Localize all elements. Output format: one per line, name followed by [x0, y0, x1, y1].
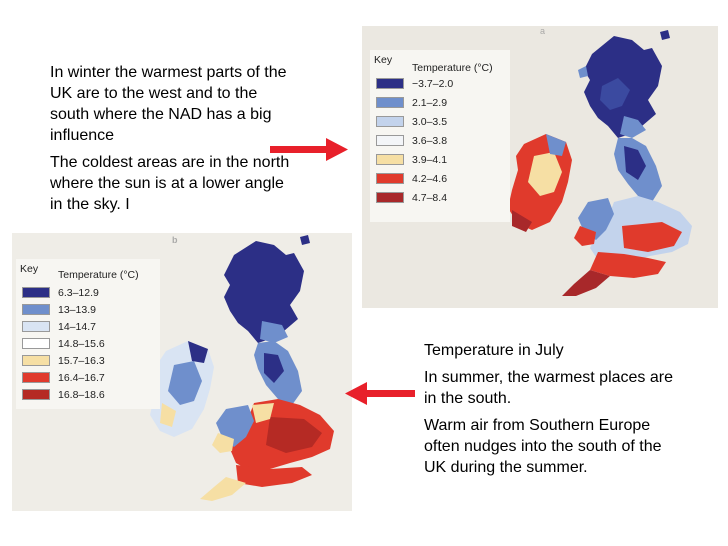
summer-legend-item: 16.4–16.7: [22, 371, 105, 384]
legend-range: 2.1–2.9: [412, 96, 448, 109]
summer-legend-title: Temperature (°C): [58, 269, 139, 281]
legend-swatch: [376, 192, 404, 203]
legend-swatch: [22, 304, 50, 315]
winter-legend-item: 3.6–3.8: [376, 134, 448, 147]
winter-key-label: Key: [374, 54, 393, 66]
legend-range: 13–13.9: [58, 303, 96, 316]
summer-legend-item: 13–13.9: [22, 303, 96, 316]
legend-swatch: [376, 173, 404, 184]
legend-swatch: [22, 287, 50, 298]
legend-range: 14–14.7: [58, 320, 96, 333]
right-arrow-icon: [270, 138, 348, 161]
winter-temperature-map: a Key Temperature (°C) −3.7–2.0 2.1–2.9 …: [362, 26, 718, 308]
legend-range: 14.8–15.6: [58, 337, 105, 350]
summer-legend-item: 6.3–12.9: [22, 286, 99, 299]
legend-swatch: [376, 135, 404, 146]
legend-range: 16.8–18.6: [58, 388, 105, 401]
summer-description: Temperature in July In summer, the warme…: [424, 340, 674, 484]
winter-legend-item: 4.7–8.4: [376, 191, 448, 204]
summer-key-label: Key: [20, 263, 39, 275]
legend-swatch: [22, 338, 50, 349]
legend-range: 15.7–16.3: [58, 354, 105, 367]
summer-legend: Key Temperature (°C) 6.3–12.9 13–13.9 14…: [16, 259, 160, 409]
winter-legend: Key Temperature (°C) −3.7–2.0 2.1–2.9 3.…: [370, 50, 510, 222]
legend-range: 3.0–3.5: [412, 115, 448, 128]
summer-legend-item: 15.7–16.3: [22, 354, 105, 367]
winter-legend-item: −3.7–2.0: [376, 77, 454, 90]
summer-paragraph-2: Warm air from Southern Europe often nudg…: [424, 417, 662, 476]
winter-panel-letter: a: [540, 26, 546, 36]
left-arrow-icon: [345, 382, 415, 405]
winter-paragraph-1: In winter the warmest parts of the UK ar…: [50, 64, 287, 144]
winter-paragraph-2: The coldest areas are in the north where…: [50, 154, 290, 213]
winter-legend-item: 4.2–4.6: [376, 172, 448, 185]
legend-range: 4.7–8.4: [412, 191, 448, 204]
legend-swatch: [22, 355, 50, 366]
winter-uk-map-graphic: [362, 26, 718, 308]
summer-temperature-map: b Key Temperature (°C) 6.3–12.9 13–13.9 …: [12, 233, 352, 511]
winter-legend-item: 3.0–3.5: [376, 115, 448, 128]
legend-swatch: [376, 78, 404, 89]
legend-swatch: [376, 116, 404, 127]
legend-swatch: [22, 389, 50, 400]
legend-swatch: [22, 321, 50, 332]
winter-legend-item: 3.9–4.1: [376, 153, 448, 166]
legend-range: −3.7–2.0: [412, 77, 454, 90]
summer-legend-item: 14.8–15.6: [22, 337, 105, 350]
legend-swatch: [376, 97, 404, 108]
summer-legend-item: 16.8–18.6: [22, 388, 105, 401]
summer-paragraph-1: In summer, the warmest places are in the…: [424, 369, 673, 407]
legend-range: 16.4–16.7: [58, 371, 105, 384]
legend-range: 4.2–4.6: [412, 172, 448, 185]
winter-legend-item: 2.1–2.9: [376, 96, 448, 109]
summer-heading: Temperature in July: [424, 342, 564, 359]
legend-swatch: [376, 154, 404, 165]
summer-panel-letter: b: [172, 235, 178, 245]
winter-description: In winter the warmest parts of the UK ar…: [50, 62, 300, 221]
winter-legend-title: Temperature (°C): [412, 62, 493, 74]
legend-range: 6.3–12.9: [58, 286, 99, 299]
legend-swatch: [22, 372, 50, 383]
legend-range: 3.9–4.1: [412, 153, 448, 166]
legend-range: 3.6–3.8: [412, 134, 448, 147]
summer-legend-item: 14–14.7: [22, 320, 96, 333]
